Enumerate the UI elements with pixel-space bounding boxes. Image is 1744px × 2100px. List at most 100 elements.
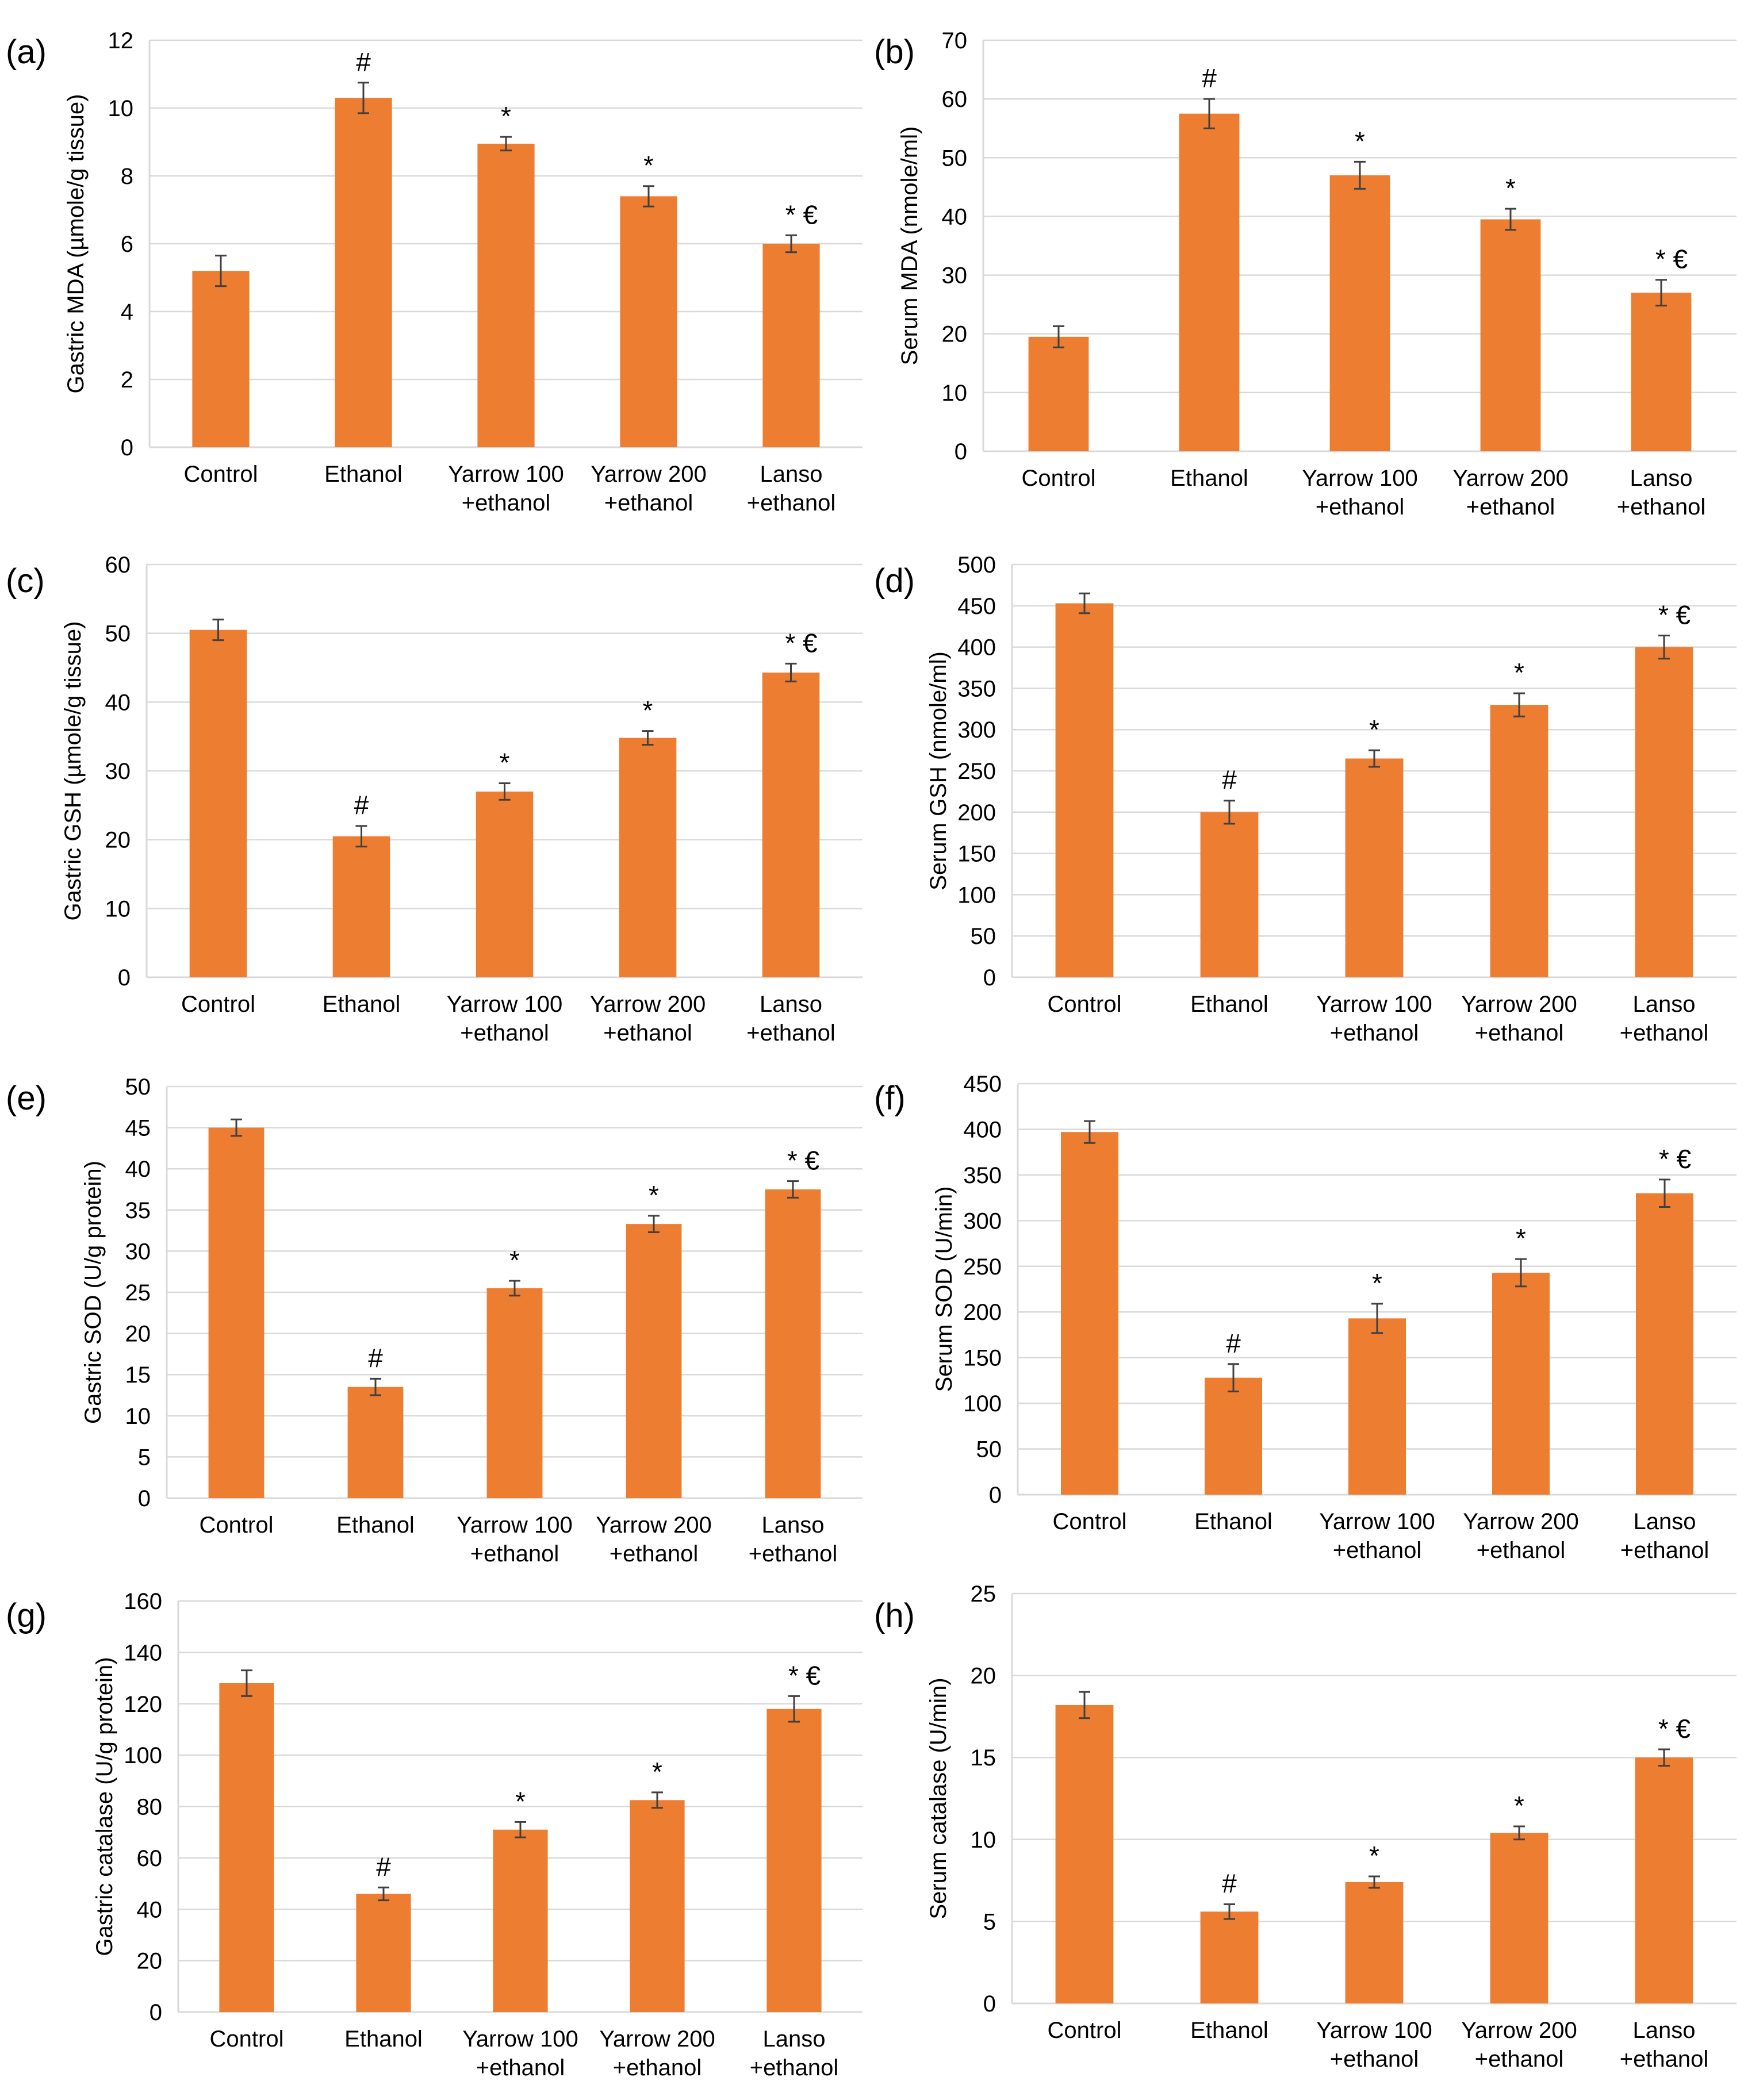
x-tick-label: Yarrow 200 +ethanol bbox=[599, 2026, 715, 2080]
y-tick-label: 35 bbox=[125, 1198, 151, 1223]
x-tick-label-line: Ethanol bbox=[1170, 466, 1248, 491]
significance-marker: * bbox=[1369, 1841, 1379, 1871]
x-tick-label-line: +ethanol bbox=[747, 490, 836, 516]
bar bbox=[1200, 1911, 1259, 2003]
significance-marker: * € bbox=[785, 628, 817, 658]
y-tick-label: 50 bbox=[125, 1074, 151, 1100]
x-tick-label: Yarrow 200 +ethanol bbox=[1461, 992, 1577, 1046]
x-tick-label: Ethanol bbox=[1170, 466, 1248, 491]
significance-marker: # bbox=[1222, 765, 1237, 795]
panel-label: (e) bbox=[6, 1080, 47, 1117]
significance-marker: # bbox=[1202, 63, 1217, 93]
x-tick-label-line: Lanso bbox=[1633, 2018, 1696, 2043]
y-tick-label: 300 bbox=[963, 1208, 1002, 1234]
bar bbox=[189, 629, 247, 977]
x-tick-label-line: +ethanol bbox=[1475, 1020, 1564, 1046]
chart-svg: (h) 0 5 10 15 20 25 Serum catalase (U/min) Contr… bbox=[874, 1581, 1737, 2072]
bar bbox=[486, 1288, 543, 1498]
x-tick-label-line: +ethanol bbox=[1617, 494, 1706, 520]
x-tick-label: Yarrow 100 +ethanol bbox=[1316, 2018, 1432, 2072]
chart-panel: (h) 0 5 10 15 20 25 Serum catalase (U/min) Contr… bbox=[868, 1564, 1744, 2100]
x-tick-label-line: Yarrow 100 bbox=[447, 992, 563, 1017]
y-tick-label: 20 bbox=[942, 322, 968, 347]
x-tick-label: Lanso +ethanol bbox=[750, 2026, 839, 2080]
y-tick-label: 100 bbox=[963, 1391, 1002, 1416]
bar bbox=[762, 244, 820, 447]
x-tick-label-line: +ethanol bbox=[613, 2055, 702, 2080]
bar bbox=[1345, 1882, 1404, 2003]
bar bbox=[1635, 647, 1693, 977]
y-tick-label: 4 bbox=[121, 300, 133, 325]
bar bbox=[626, 1224, 682, 1498]
bar bbox=[765, 1189, 821, 1498]
bar bbox=[630, 1800, 685, 2012]
y-tick-label: 200 bbox=[963, 1300, 1002, 1325]
x-tick-label: Yarrow 100 +ethanol bbox=[448, 462, 564, 516]
bar bbox=[1348, 1318, 1406, 1495]
y-tick-label: 450 bbox=[963, 1072, 1002, 1097]
y-tick-label: 400 bbox=[957, 635, 996, 661]
significance-marker: * bbox=[1355, 126, 1365, 156]
y-tick-label: 10 bbox=[125, 1404, 151, 1429]
y-tick-label: 20 bbox=[105, 828, 131, 853]
chart-panel: (c) 0 10 20 30 40 50 60 Gastric GSH (µmole/g tis… bbox=[0, 529, 868, 1049]
bar bbox=[1055, 603, 1114, 977]
y-tick-label: 30 bbox=[105, 759, 131, 784]
y-tick-label: 100 bbox=[957, 882, 996, 908]
x-tick-label-line: Control bbox=[1053, 1509, 1127, 1534]
significance-marker: * bbox=[500, 748, 510, 778]
x-tick-label-line: Lanso bbox=[1630, 466, 1693, 491]
x-tick-label-line: Yarrow 100 bbox=[462, 2026, 578, 2052]
x-tick-label-line: Control bbox=[1048, 992, 1122, 1017]
bar bbox=[1200, 812, 1259, 977]
bar bbox=[476, 791, 534, 977]
x-tick-label-line: +ethanol bbox=[1475, 2047, 1564, 2072]
y-tick-label: 2 bbox=[121, 367, 133, 393]
y-tick-label: 70 bbox=[942, 28, 968, 53]
chart-svg: (g) 0 20 40 60 80 100 120 140 160 Gastric catalase… bbox=[6, 1589, 863, 2080]
y-tick-label: 120 bbox=[124, 1692, 162, 1717]
y-axis-label: Serum catalase (U/min) bbox=[926, 1677, 951, 1919]
x-tick-label: Yarrow 200 +ethanol bbox=[1461, 2018, 1577, 2072]
panel-label: (b) bbox=[874, 33, 915, 71]
x-tick-label: Yarrow 200 +ethanol bbox=[596, 1512, 712, 1564]
panel-label: (f) bbox=[874, 1080, 906, 1117]
x-tick-label: Ethanol bbox=[344, 2026, 423, 2052]
x-tick-label: Lanso +ethanol bbox=[749, 1512, 838, 1564]
x-tick-label: Ethanol bbox=[1190, 992, 1268, 1017]
x-tick-label-line: +ethanol bbox=[746, 1020, 835, 1046]
y-tick-label: 5 bbox=[138, 1445, 151, 1470]
x-tick-label-line: +ethanol bbox=[604, 490, 693, 516]
y-tick-label: 0 bbox=[138, 1486, 151, 1511]
x-tick-label-line: Control bbox=[181, 992, 255, 1017]
bar bbox=[208, 1127, 265, 1498]
x-tick-label-line: Yarrow 200 bbox=[1463, 1509, 1579, 1534]
significance-marker: * bbox=[1369, 715, 1379, 744]
y-tick-label: 12 bbox=[108, 28, 134, 53]
x-tick-label: Ethanol bbox=[1194, 1509, 1272, 1534]
significance-marker: * € bbox=[1655, 244, 1688, 274]
y-tick-label: 5 bbox=[983, 1909, 996, 1934]
significance-marker: # bbox=[368, 1343, 383, 1373]
x-tick-label: Control bbox=[1022, 466, 1096, 491]
panel-label: (d) bbox=[874, 562, 915, 600]
bar bbox=[477, 143, 535, 447]
x-tick-label: Yarrow 100 +ethanol bbox=[457, 1512, 573, 1564]
y-axis-label: Gastric SOD (U/g protein) bbox=[81, 1161, 106, 1424]
x-tick-label-line: Yarrow 100 bbox=[1302, 466, 1418, 491]
bar bbox=[356, 1894, 411, 2012]
y-tick-label: 400 bbox=[963, 1117, 1002, 1142]
y-axis-label: Gastric catalase (U/g protein) bbox=[92, 1657, 117, 1956]
y-tick-label: 0 bbox=[121, 435, 133, 460]
significance-marker: * € bbox=[785, 199, 818, 229]
chart-svg: (e) 0 5 10 15 20 25 30 35 40 45 50 Gastric SOD (U/g … bbox=[6, 1074, 863, 1567]
bar bbox=[1329, 175, 1390, 451]
x-tick-label: Control bbox=[200, 1512, 274, 1538]
y-tick-label: 40 bbox=[105, 690, 131, 715]
x-tick-label-line: Yarrow 200 bbox=[590, 992, 706, 1017]
chart-panel: (a) 0 2 4 6 8 10 12 Gastric MDA (µmole/g tissue)… bbox=[0, 0, 868, 532]
x-tick-label-line: +ethanol bbox=[470, 1541, 559, 1564]
y-tick-label: 40 bbox=[942, 204, 968, 229]
x-tick-label: Yarrow 100 +ethanol bbox=[447, 992, 563, 1046]
x-tick-label-line: Lanso bbox=[1634, 1509, 1696, 1534]
